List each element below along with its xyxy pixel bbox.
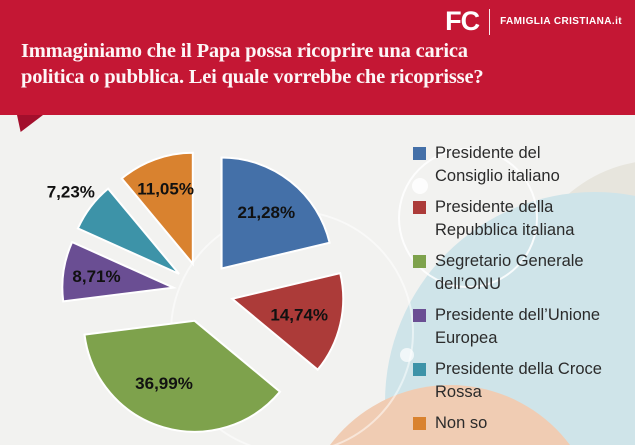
slice-value-label-0: 21,28% (237, 203, 295, 222)
pie-chart: 21,28% 14,74% 36,99% 8,71% 7,23% 11,05% (47, 151, 345, 433)
famiglia-cristiana-logo[interactable]: FC FAMIGLIA CRISTIANA.it (445, 6, 622, 37)
decor-dot-bottom (400, 348, 414, 362)
slice-value-label-5: 11,05% (137, 180, 194, 199)
legend-item-5[interactable]: Non so (413, 412, 628, 435)
pie-slice-0[interactable] (220, 156, 331, 270)
slice-value-label-2: 36,99% (135, 374, 193, 393)
legend-label: Presidente dell’Unione Europea (435, 306, 601, 347)
legend-item-3[interactable]: Presidente dell’Unione Europea (413, 304, 628, 350)
legend-swatch-icon (413, 417, 426, 430)
legend-swatch-icon (413, 363, 426, 376)
decor-dot-top (412, 178, 428, 194)
pie-slice-3[interactable] (61, 240, 177, 303)
slice-value-label-4: 7,23% (47, 183, 95, 202)
fc-logo-text: FC (445, 6, 480, 36)
legend-item-1[interactable]: Presidente della Repubblica italiana (413, 196, 628, 242)
legend-swatch-icon (413, 309, 426, 322)
legend-item-2[interactable]: Segretario Generale dell’ONU (413, 250, 628, 296)
logo-divider (489, 8, 491, 35)
legend-swatch-icon (413, 201, 426, 214)
decor-ring-legend (398, 148, 538, 288)
question-title-line2: politica o pubblica. Lei quale vorrebbe … (21, 66, 484, 88)
legend-item-0[interactable]: Presidente del Consiglio italiano (413, 142, 628, 188)
legend-swatch-icon (413, 147, 426, 160)
pie-slice-5[interactable] (120, 151, 194, 267)
legend-label: Presidente della Croce Rossa (435, 360, 602, 401)
slice-value-label-1: 14,74% (270, 306, 328, 325)
legend-label: Presidente del Consiglio italiano (435, 144, 560, 185)
legend-label: Presidente della Repubblica italiana (435, 198, 575, 239)
pie-slice-2[interactable] (83, 319, 282, 433)
chart-legend: Presidente del Consiglio italiano Presiden… (413, 142, 628, 443)
brand-name: FAMIGLIA CRISTIANA.it (500, 16, 622, 27)
legend-swatch-icon (413, 255, 426, 268)
legend-label: Segretario Generale dell’ONU (435, 252, 584, 293)
pie-slice-1[interactable] (230, 271, 345, 372)
slice-value-label-3: 8,71% (72, 267, 120, 286)
header-banner (0, 0, 635, 115)
legend-item-4[interactable]: Presidente della Croce Rossa (413, 358, 628, 404)
question-title-line1: Immaginiamo che il Papa possa ricoprire … (21, 40, 468, 62)
pie-slice-4[interactable] (76, 187, 180, 275)
question-title: Immaginiamo che il Papa possa ricoprire … (21, 38, 581, 90)
legend-label: Non so (435, 414, 488, 432)
